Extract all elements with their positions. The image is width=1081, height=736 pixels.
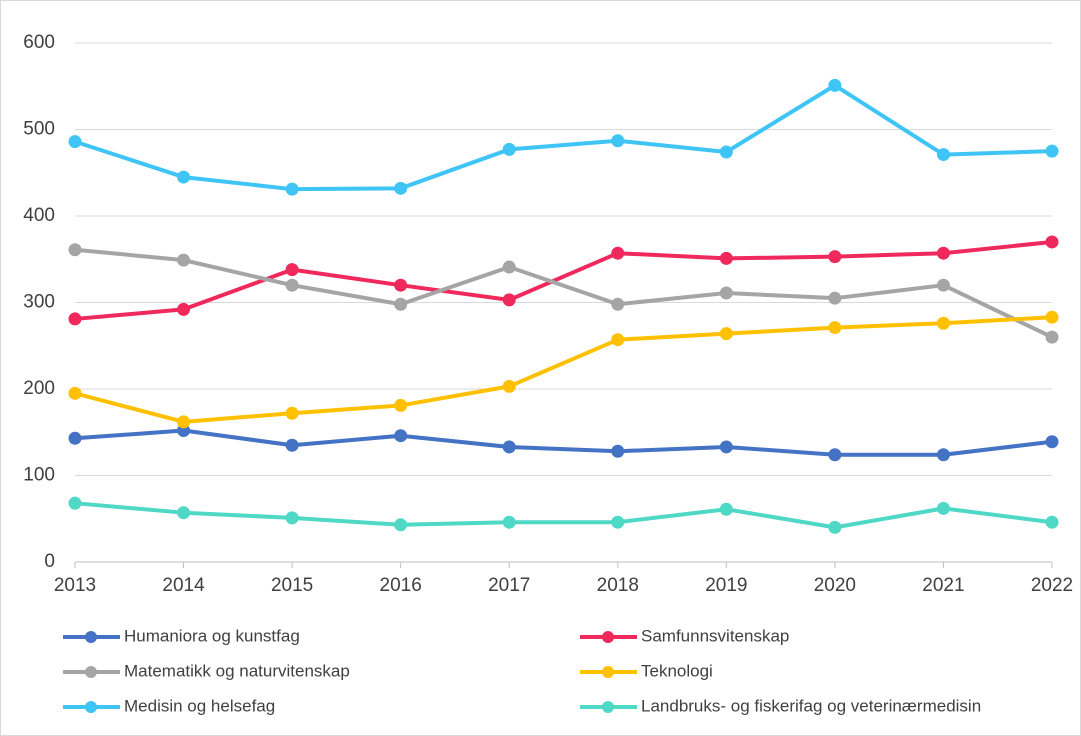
data-point bbox=[611, 515, 625, 529]
data-point bbox=[177, 253, 191, 267]
data-point bbox=[828, 321, 842, 335]
legend-label: Humaniora og kunstfag bbox=[124, 626, 300, 645]
data-point bbox=[502, 260, 516, 274]
data-point bbox=[1045, 435, 1059, 449]
data-point bbox=[394, 278, 408, 292]
data-point bbox=[502, 379, 516, 393]
series-line bbox=[74, 315, 1053, 424]
data-point bbox=[611, 134, 625, 148]
y-tick-label: 200 bbox=[23, 378, 55, 399]
data-point bbox=[285, 278, 299, 292]
data-point bbox=[936, 501, 950, 515]
legend-marker bbox=[602, 701, 614, 713]
y-tick-label: 400 bbox=[23, 205, 55, 226]
x-tick-label: 2021 bbox=[922, 575, 964, 596]
data-point bbox=[828, 78, 842, 92]
y-tick-label: 500 bbox=[23, 119, 55, 140]
data-point bbox=[828, 448, 842, 462]
data-point bbox=[502, 515, 516, 529]
data-point bbox=[828, 291, 842, 305]
data-point bbox=[936, 246, 950, 260]
data-point bbox=[68, 312, 82, 326]
data-point bbox=[394, 518, 408, 532]
data-point bbox=[611, 297, 625, 311]
legend-marker bbox=[85, 701, 97, 713]
legend-marker bbox=[85, 631, 97, 643]
data-point bbox=[936, 448, 950, 462]
data-point bbox=[68, 135, 82, 149]
x-tick-label: 2018 bbox=[597, 575, 639, 596]
data-point bbox=[719, 327, 733, 341]
data-point bbox=[719, 502, 733, 516]
data-point bbox=[68, 431, 82, 445]
series-line bbox=[74, 239, 1053, 321]
legend-marker bbox=[85, 666, 97, 678]
x-tick-label: 2017 bbox=[488, 575, 530, 596]
data-point bbox=[828, 520, 842, 534]
legend-marker bbox=[602, 631, 614, 643]
data-point bbox=[285, 406, 299, 420]
data-point bbox=[394, 297, 408, 311]
data-point bbox=[68, 243, 82, 257]
data-point bbox=[1045, 310, 1059, 324]
series-line bbox=[74, 501, 1053, 530]
series-line bbox=[74, 247, 1053, 339]
data-point bbox=[394, 429, 408, 443]
data-point bbox=[936, 148, 950, 162]
x-tick-label: 2014 bbox=[162, 575, 205, 596]
data-point bbox=[68, 496, 82, 510]
data-point bbox=[1045, 235, 1059, 249]
legend-label: Medisin og helsefag bbox=[124, 696, 275, 715]
data-point bbox=[936, 278, 950, 292]
y-tick-label: 0 bbox=[44, 551, 55, 572]
series-line bbox=[74, 83, 1053, 192]
data-point bbox=[936, 316, 950, 330]
y-tick-label: 300 bbox=[23, 292, 55, 313]
y-tick-label: 600 bbox=[23, 32, 55, 53]
y-tick-label: 100 bbox=[23, 465, 55, 486]
data-point bbox=[285, 263, 299, 277]
data-point bbox=[1045, 144, 1059, 158]
data-point bbox=[68, 386, 82, 400]
data-point bbox=[1045, 330, 1059, 344]
data-point bbox=[285, 182, 299, 196]
data-point bbox=[719, 286, 733, 300]
data-point bbox=[177, 506, 191, 520]
data-point bbox=[611, 333, 625, 347]
x-tick-label: 2019 bbox=[705, 575, 747, 596]
data-point bbox=[719, 251, 733, 265]
series-line bbox=[74, 428, 1053, 457]
data-point bbox=[177, 415, 191, 429]
data-point bbox=[719, 440, 733, 454]
x-tick-label: 2022 bbox=[1031, 575, 1073, 596]
legend-label: Matematikk og naturvitenskap bbox=[124, 661, 350, 680]
data-point bbox=[1045, 515, 1059, 529]
legend-marker bbox=[602, 666, 614, 678]
data-point bbox=[719, 145, 733, 159]
data-point bbox=[285, 438, 299, 452]
x-tick-label: 2015 bbox=[271, 575, 313, 596]
data-point bbox=[502, 440, 516, 454]
legend-label: Teknologi bbox=[641, 661, 713, 680]
x-tick-label: 2013 bbox=[54, 575, 96, 596]
data-point bbox=[177, 170, 191, 184]
data-point bbox=[611, 246, 625, 260]
legend-label: Landbruks- og fiskerifag og veterinærmed… bbox=[641, 696, 981, 715]
data-point bbox=[502, 142, 516, 156]
data-point bbox=[394, 398, 408, 412]
data-point bbox=[177, 302, 191, 316]
data-point bbox=[502, 293, 516, 307]
data-point bbox=[394, 181, 408, 195]
data-point bbox=[611, 444, 625, 458]
x-tick-label: 2016 bbox=[380, 575, 422, 596]
legend-label: Samfunnsvitenskap bbox=[641, 626, 789, 645]
data-point bbox=[828, 250, 842, 264]
x-tick-label: 2020 bbox=[814, 575, 856, 596]
data-point bbox=[285, 511, 299, 525]
